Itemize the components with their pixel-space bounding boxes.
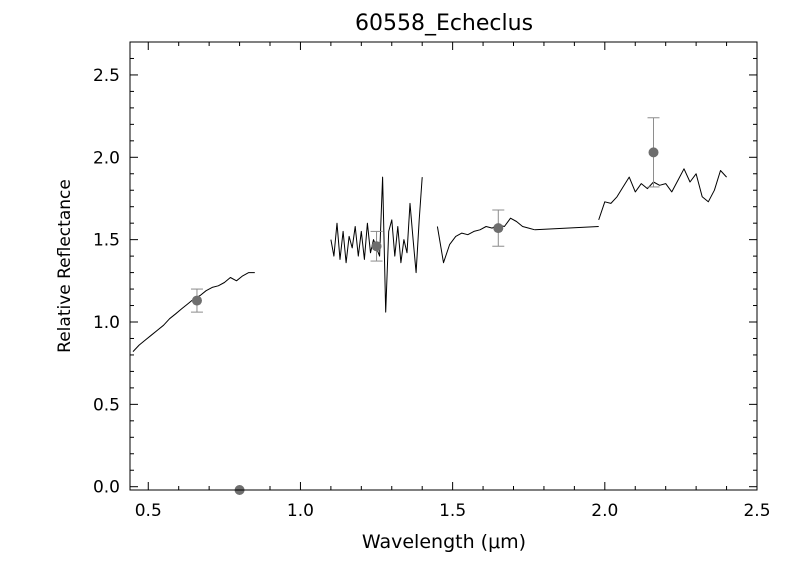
photometry-point	[371, 241, 382, 252]
y-tick-label: 2.0	[93, 148, 120, 168]
y-axis-label: Relative Reflectance	[55, 179, 75, 353]
x-axis-ticks: 0.5 1.0 1.5 2.0 2.5	[135, 42, 771, 521]
plot-frame	[129, 41, 758, 491]
x-tick-label: 2.5	[743, 501, 770, 521]
y-tick-label: 1.0	[93, 313, 120, 333]
chart-title: 60558_Echeclus	[355, 11, 533, 36]
x-tick-label: 1.0	[287, 501, 314, 521]
spectrum-line	[436, 217, 535, 264]
photometry-point	[648, 147, 659, 158]
x-axis-label: Wavelength (μm)	[362, 531, 526, 553]
photometry-points	[190, 117, 660, 495]
photometry-point	[191, 295, 202, 306]
y-axis-ticks: 0.0 0.5 1.0 1.5 2.0 2.5	[93, 41, 757, 498]
y-tick-label: 2.5	[93, 66, 120, 86]
spectrum-series	[132, 168, 727, 352]
x-tick-label: 0.5	[135, 501, 162, 521]
y-tick-label: 0.5	[93, 395, 120, 415]
spectrum-line	[534, 226, 599, 231]
x-tick-label: 1.5	[439, 501, 466, 521]
photometry-point	[493, 223, 504, 234]
y-tick-label: 1.5	[93, 231, 120, 251]
spectrum-line	[598, 168, 727, 221]
y-tick-label: 0.0	[93, 478, 120, 498]
x-tick-label: 2.0	[591, 501, 618, 521]
